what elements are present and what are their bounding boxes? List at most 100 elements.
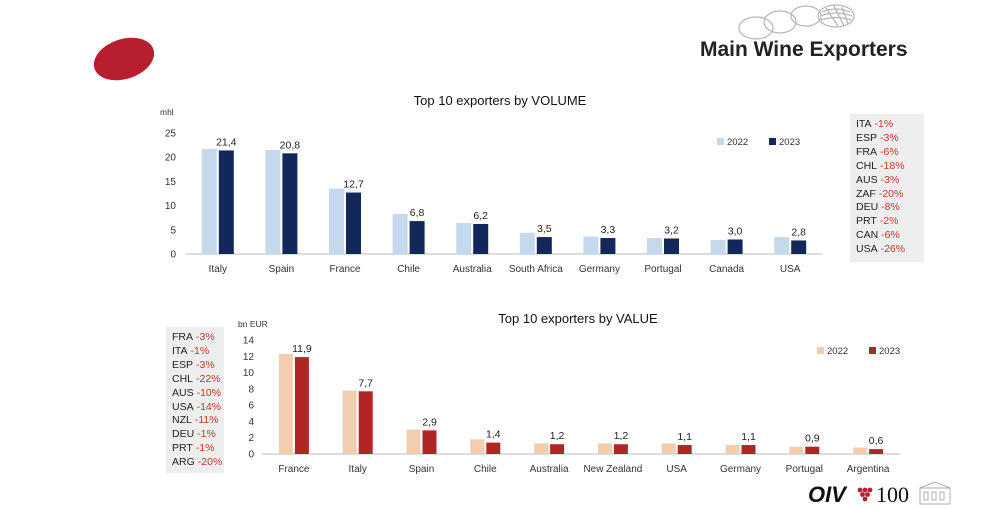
y-tick-label: 5 [170,225,176,236]
change-row: ARG -20% [172,456,222,470]
bar-2022 [456,223,472,254]
legend-swatch-2023 [769,138,776,145]
bar-2023 [613,444,628,454]
data-label: 1,2 [614,430,629,442]
change-row: PRT -2% [856,215,918,229]
change-percent: -6% [881,229,900,242]
category-label: France [278,464,310,475]
category-label: USA [666,464,687,475]
y-tick-label: 4 [248,417,254,428]
category-label: Australia [453,264,492,275]
bar-2023 [294,357,309,454]
country-code: ZAF [856,187,876,200]
change-row: CHL -22% [172,372,221,387]
legend-label: 2022 [727,137,748,148]
page-title: Main Wine Exporters [700,38,908,61]
data-label: 3,2 [664,225,679,237]
bar-2022 [201,148,217,254]
country-code: DEU [172,428,195,441]
bar-2022 [342,390,357,454]
data-label: 1,4 [486,429,501,441]
change-percent: -3% [196,358,215,371]
bar-2022 [647,238,662,254]
data-label: 11,9 [292,343,312,355]
country-code: ESP [172,358,194,371]
bar-2023 [727,239,743,254]
chart-title: Top 10 exporters by VALUE [498,311,658,326]
bar-2023 [791,240,807,254]
legend-swatch-2022 [717,138,724,145]
oiv-logo-icon: OIV 100 [808,481,951,507]
change-percent: -10% [196,386,222,399]
change-percent: -26% [880,243,906,256]
bar-2023 [422,430,437,454]
legend-label: 2023 [779,137,800,148]
country-code: USA [856,243,878,256]
data-label: 1,1 [741,431,756,443]
data-label: 7,7 [358,377,373,389]
category-label: Portugal [786,464,823,475]
y-tick-label: 10 [165,201,177,212]
country-code: USA [172,400,194,413]
y-tick-label: 14 [243,336,255,347]
legend-label: 2022 [827,346,848,357]
bar-2023 [664,238,679,254]
legend-label: 2023 [879,346,900,357]
category-label: New Zealand [583,464,642,475]
y-axis-label: bn EUR [238,319,268,329]
bar-2022 [583,236,599,254]
oiv-logo-text: OIV [808,482,848,507]
chart-title: Top 10 exporters by VOLUME [414,93,587,108]
country-code: PRT [172,442,193,455]
category-label: Chile [474,464,497,475]
country-code: ITA [172,344,188,357]
country-code: ESP [856,131,878,144]
country-code: CAN [856,229,879,242]
country-code: ITA [856,118,872,130]
country-code: PRT [856,215,877,228]
country-code: FRA [172,331,193,343]
change-percent: -3% [880,131,899,144]
y-tick-label: 20 [165,153,177,164]
category-label: Spain [269,264,295,275]
bar-2022 [534,443,549,454]
change-row: CHL -18% [856,160,918,174]
oiv-logo-number: 100 [876,482,909,507]
change-percent: -22% [196,372,221,385]
change-row: USA -14% [172,400,221,415]
bar-2023 [536,237,552,254]
bar-2023 [218,150,234,254]
change-row: ZAF -20% [856,188,918,202]
category-label: South Africa [509,264,563,275]
change-row: AUS -10% [172,387,221,401]
change-percent: -14% [196,400,222,413]
bar-2022 [278,353,293,454]
change-row: DEU -8% [856,201,918,215]
change-percent: -1% [874,118,894,130]
country-code: CHL [172,372,194,385]
change-percent: -3% [880,173,900,186]
bar-2022 [392,213,408,254]
bar-2022 [853,447,868,454]
data-label: 1,2 [550,430,565,442]
bar-2023 [805,446,820,454]
change-percent: -3% [196,331,215,343]
category-label: Chile [397,264,420,275]
bar-2023 [473,223,489,254]
change-row: FRA -6% [856,146,918,160]
change-row: PRT -1% [172,442,218,456]
bar-2022 [774,237,790,254]
bar-2022 [406,429,421,454]
country-code: FRA [856,145,877,158]
bar-2023 [600,238,616,254]
change-row: NZL -11% [172,414,219,428]
change-row: ITA -1% [856,118,918,132]
bar-2022 [470,439,485,454]
bar-2023 [869,449,884,454]
volume-chart: Top 10 exporters by VOLUME mhl 0 5 10 15 20 25 2… [160,93,822,275]
change-percent: -1% [195,442,215,455]
data-label: 6,2 [473,210,488,222]
data-label: 1,1 [677,431,692,443]
y-tick-label: 0 [248,450,254,461]
category-label: Argentina [847,464,890,475]
